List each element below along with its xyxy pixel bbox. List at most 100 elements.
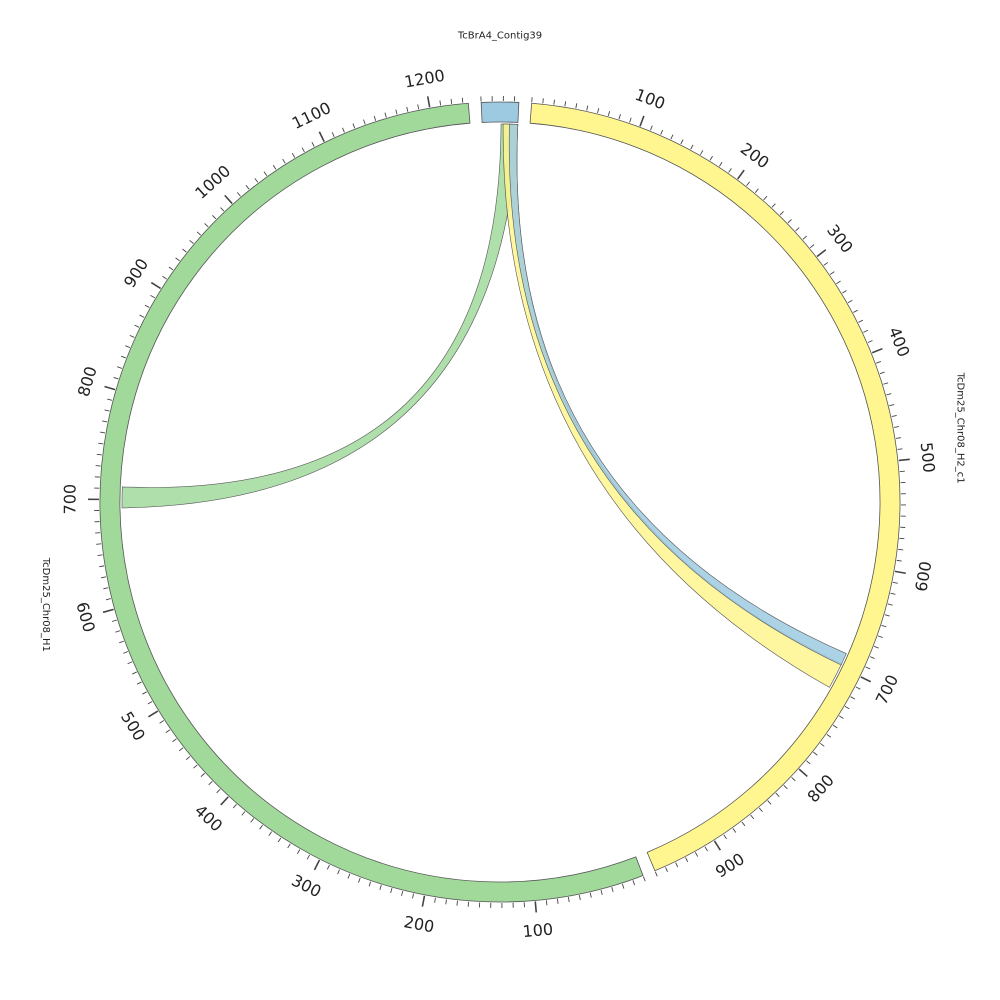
minor-tick (629, 117, 632, 123)
tick-label: 800 (803, 771, 838, 806)
minor-tick (107, 398, 113, 401)
minor-tick (758, 807, 763, 813)
minor-tick (826, 733, 832, 738)
tick-label: 1200 (403, 66, 446, 92)
segment-labels: TcBrA4_Contig39 100 200 300 400 500 600 700 800 9… (40, 31, 966, 942)
minor-tick (575, 103, 578, 109)
minor-tick (162, 275, 167, 280)
minor-tick (101, 576, 107, 579)
minor-tick (832, 724, 838, 729)
minor-tick (650, 125, 653, 131)
minor-tick (127, 661, 133, 665)
minor-tick (728, 168, 732, 173)
minor-tick (873, 645, 879, 649)
tick-label: 600 (72, 600, 98, 635)
minor-tick (254, 178, 259, 183)
tick-label: 500 (917, 441, 939, 473)
minor-tick (326, 864, 330, 870)
minor-tick (196, 231, 202, 236)
minor-tick (120, 355, 126, 359)
minor-tick (208, 781, 213, 786)
minor-tick (395, 109, 398, 115)
tick-label: 100 (522, 920, 554, 942)
minor-tick (542, 98, 544, 104)
minor-tick (589, 892, 592, 898)
minor-tick (795, 227, 800, 232)
minor-tick (844, 705, 850, 710)
minor-tick (129, 334, 135, 338)
major-tick (318, 131, 325, 142)
minor-tick (813, 751, 818, 756)
minor-tick (891, 415, 897, 417)
minor-tick (96, 543, 102, 545)
minor-tick (236, 192, 241, 197)
minor-tick (216, 788, 221, 794)
minor-tick (690, 144, 694, 150)
minor-tick (134, 324, 140, 328)
minor-tick (337, 869, 341, 875)
minor-tick (417, 104, 420, 110)
minor-tick (670, 134, 674, 140)
minor-tick (858, 319, 864, 323)
minor-tick (886, 393, 892, 396)
minor-tick (553, 99, 555, 105)
minor-tick (787, 219, 792, 224)
minor-tick (750, 814, 755, 820)
minor-tick (168, 266, 174, 271)
minor-tick (139, 314, 145, 318)
minor-tick (412, 893, 415, 899)
minor-tick (200, 772, 205, 777)
major-tick (639, 115, 645, 127)
tick-label: 300 (288, 871, 324, 902)
tick-label: 900 (712, 849, 748, 881)
minor-tick (306, 854, 310, 860)
tick-label: 200 (737, 139, 773, 172)
major-tick (104, 385, 116, 391)
tick-label: 1000 (191, 161, 234, 202)
minor-tick (115, 630, 121, 633)
minor-tick (99, 565, 105, 568)
minor-tick (694, 852, 699, 857)
minor-tick (884, 614, 890, 617)
tick-label: 800 (74, 364, 101, 399)
minor-tick (850, 696, 856, 700)
minor-tick (259, 824, 263, 830)
tick-label: 300 (823, 221, 857, 257)
chord-links (121, 123, 847, 688)
minor-tick (98, 442, 104, 445)
minor-tick (193, 764, 198, 769)
minor-tick (150, 294, 156, 299)
segment-arc-tcdm25-chr08-h1 (99, 102, 644, 903)
minor-tick (390, 888, 393, 894)
minor-tick (783, 784, 788, 790)
minor-tick (892, 581, 898, 584)
minor-tick (102, 420, 108, 423)
minor-tick (586, 105, 589, 111)
minor-tick (401, 890, 404, 896)
chromosome-segments (99, 101, 901, 903)
minor-tick (445, 899, 447, 905)
minor-tick (182, 248, 187, 253)
minor-tick (136, 681, 142, 685)
minor-tick (220, 207, 225, 212)
major-tick (150, 281, 162, 290)
minor-tick (897, 448, 903, 450)
minor-tick (893, 426, 900, 428)
major-tick (421, 895, 426, 907)
minor-tick (232, 804, 237, 809)
minor-tick (103, 587, 109, 590)
minor-tick (142, 691, 147, 695)
minor-tick (809, 244, 815, 249)
minor-tick (291, 152, 296, 158)
minor-tick (838, 715, 844, 719)
minor-tick (282, 158, 286, 164)
minor-tick (863, 329, 869, 333)
tick-label: 200 (402, 912, 436, 936)
minor-tick (301, 147, 305, 153)
minor-tick (268, 831, 273, 836)
minor-tick (311, 141, 315, 147)
major-tick (426, 96, 431, 108)
minor-tick (675, 862, 679, 868)
minor-tick (363, 119, 366, 125)
segment-arc-tcbra4-contig39 (480, 101, 520, 123)
